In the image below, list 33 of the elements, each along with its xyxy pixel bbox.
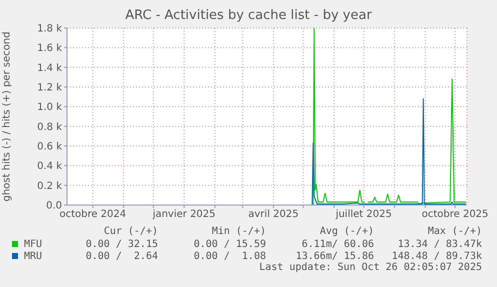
y-tick-label: 1.0 k (37, 102, 62, 114)
legend-label: MRU (24, 250, 42, 262)
text: 0.00 / 15.59 (192, 238, 266, 250)
x-tick-label: octobre 2025 (422, 209, 488, 220)
x-tick-label: avril 2025 (248, 209, 299, 220)
y-tick-label: 0.6 k (37, 142, 62, 153)
text: 0.00 / 1.08 (192, 250, 266, 262)
chart-title: ARC - Activities by cache list - by year (124, 8, 373, 23)
y-tick-label: 0.0 (46, 200, 62, 212)
line-series (312, 98, 467, 205)
x-tick-label: juillet 2025 (334, 209, 392, 220)
y-tick-label: 0.2 k (37, 180, 62, 192)
text: Max (-/+) (426, 226, 482, 238)
text: Cur (-/+) (102, 226, 158, 238)
text: Avg (-/+) (318, 226, 374, 238)
text: 6.11m/ 60.06 (300, 238, 374, 250)
text: 13.66m/ 15.86 (294, 250, 374, 262)
text: 0.00 / 2.64 (84, 250, 158, 262)
y-tick-label: 0.4 k (37, 161, 62, 172)
legend-label: MFU (24, 238, 42, 250)
y-axis-title: ghost hits (-) / hits (+) per second (2, 32, 13, 202)
x-tick-label: octobre 2024 (59, 209, 126, 220)
y-tick-label: 1.4 k (37, 62, 62, 74)
x-tick-label: janvier 2025 (152, 209, 216, 220)
y-tick-label: 1.2 k (37, 82, 62, 94)
y-tick-label: 0.8 k (37, 122, 62, 133)
y-tick-label: 1.8 k (37, 24, 62, 35)
text: Last update: Sun Oct 26 02:05:07 2025 (258, 262, 482, 273)
text: 148.48 / 89.73k (390, 250, 482, 262)
text: 0.00 / 32.15 (84, 238, 158, 250)
text: Min (-/+) (210, 226, 266, 238)
text: 13.34 / 83.47k (396, 238, 482, 250)
y-tick-label: 1.6 k (37, 43, 62, 54)
